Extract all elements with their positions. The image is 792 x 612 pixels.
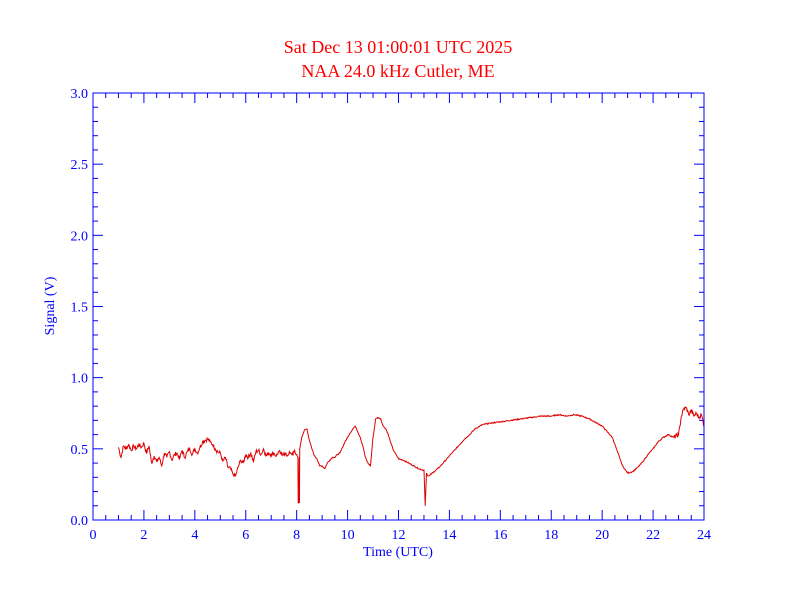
x-tick-label: 20 bbox=[595, 528, 609, 543]
signal-series-line bbox=[118, 406, 705, 506]
x-tick-label: 10 bbox=[341, 528, 355, 543]
x-tick-label: 12 bbox=[392, 528, 406, 543]
x-tick-label: 0 bbox=[90, 528, 97, 543]
x-tick-label: 2 bbox=[140, 528, 147, 543]
x-tick-label: 16 bbox=[493, 528, 507, 543]
x-tick-label: 14 bbox=[442, 528, 456, 543]
y-tick-label: 2.5 bbox=[71, 158, 89, 173]
x-tick-label: 8 bbox=[293, 528, 300, 543]
plot-frame bbox=[92, 92, 705, 521]
y-tick-label: 0.5 bbox=[71, 443, 89, 458]
x-tick-label: 24 bbox=[697, 528, 711, 543]
y-tick-label: 0.0 bbox=[71, 514, 89, 529]
x-tick-label: 18 bbox=[544, 528, 558, 543]
y-tick-label: 3.0 bbox=[71, 87, 89, 102]
y-tick-label: 1.0 bbox=[71, 372, 89, 387]
y-axis-label: Signal (V) bbox=[43, 276, 58, 335]
chart-title: Sat Dec 13 01:00:01 UTC 2025 bbox=[284, 37, 512, 57]
x-tick-label: 6 bbox=[242, 528, 249, 543]
chart-subtitle: NAA 24.0 kHz Cutler, ME bbox=[301, 61, 494, 81]
axis-tick-labels: 0 2 4 6 8 10 12 14 16 18 20 22 240.00.51.01.52.02.53… bbox=[71, 87, 712, 543]
y-tick-label: 1.5 bbox=[71, 301, 89, 316]
y-tick-label: 2.0 bbox=[71, 229, 89, 244]
x-tick-label: 22 bbox=[646, 528, 660, 543]
axis-ticks bbox=[92, 92, 705, 521]
x-axis-label: Time (UTC) bbox=[363, 545, 433, 560]
x-tick-label: 4 bbox=[191, 528, 198, 543]
